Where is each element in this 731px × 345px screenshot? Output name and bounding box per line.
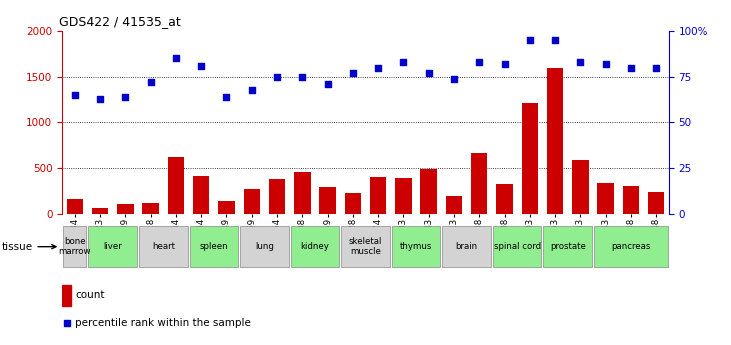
Text: tissue: tissue (1, 242, 56, 252)
Point (145, 79, 156, 85)
Point (398, 59, 409, 65)
Point (651, 65, 662, 70)
Text: lung: lung (255, 242, 274, 251)
Bar (442, 227, 491, 267)
Text: percentile rank within the sample: percentile rank within the sample (75, 317, 251, 327)
Bar (63, 227, 86, 267)
Bar (88, 227, 137, 267)
Bar (92, 208, 108, 214)
Point (94, 96, 106, 101)
Bar (341, 227, 390, 267)
Bar (139, 227, 188, 267)
Bar (370, 177, 387, 214)
Point (423, 70, 434, 76)
Point (575, 59, 586, 65)
Bar (67, 199, 83, 214)
Text: thymus: thymus (400, 242, 432, 251)
Text: prostate: prostate (550, 242, 586, 251)
Bar (189, 227, 238, 267)
Bar (294, 172, 311, 214)
Bar (648, 192, 664, 214)
Bar (446, 196, 462, 214)
Bar (547, 68, 564, 214)
Point (195, 63, 207, 69)
Text: brain: brain (455, 242, 477, 251)
Bar (143, 203, 159, 214)
Bar (420, 169, 437, 214)
Bar (269, 179, 285, 214)
Point (347, 70, 359, 76)
Point (600, 61, 612, 67)
Bar (240, 227, 289, 267)
Bar (522, 103, 538, 214)
Bar (572, 160, 588, 214)
Point (271, 74, 283, 80)
Bar (392, 227, 440, 267)
Text: bone
marrow: bone marrow (58, 237, 91, 256)
Point (69, 92, 80, 98)
Point (372, 65, 384, 70)
Bar (193, 176, 209, 214)
Text: skeletal
muscle: skeletal muscle (349, 237, 382, 256)
Point (499, 61, 510, 67)
Bar (493, 227, 542, 267)
Point (221, 94, 232, 100)
Bar (395, 178, 412, 214)
Text: spleen: spleen (200, 242, 228, 251)
Text: GDS422 / 41535_at: GDS422 / 41535_at (59, 16, 181, 29)
Point (297, 74, 308, 80)
Text: kidney: kidney (300, 242, 330, 251)
Point (246, 87, 257, 92)
Point (474, 59, 485, 65)
Bar (597, 183, 614, 214)
Text: heart: heart (152, 242, 175, 251)
Bar (594, 227, 668, 267)
Bar (62, 285, 71, 306)
Point (119, 94, 131, 100)
Point (448, 76, 460, 81)
Text: pancreas: pancreas (611, 242, 651, 251)
Bar (496, 184, 512, 214)
Text: spinal cord: spinal cord (493, 242, 541, 251)
Bar (291, 227, 339, 267)
Bar (623, 186, 639, 214)
Text: liver: liver (103, 242, 122, 251)
Bar (167, 157, 184, 214)
Bar (117, 204, 134, 214)
Point (625, 65, 637, 70)
Bar (471, 152, 488, 214)
Text: count: count (75, 290, 105, 300)
Bar (243, 189, 260, 214)
Bar (219, 201, 235, 214)
Point (322, 81, 333, 87)
Point (524, 37, 536, 43)
Bar (543, 227, 592, 267)
Point (170, 56, 182, 61)
Bar (319, 187, 336, 214)
Point (549, 37, 561, 43)
Bar (344, 193, 361, 214)
Point (61, 320, 72, 325)
